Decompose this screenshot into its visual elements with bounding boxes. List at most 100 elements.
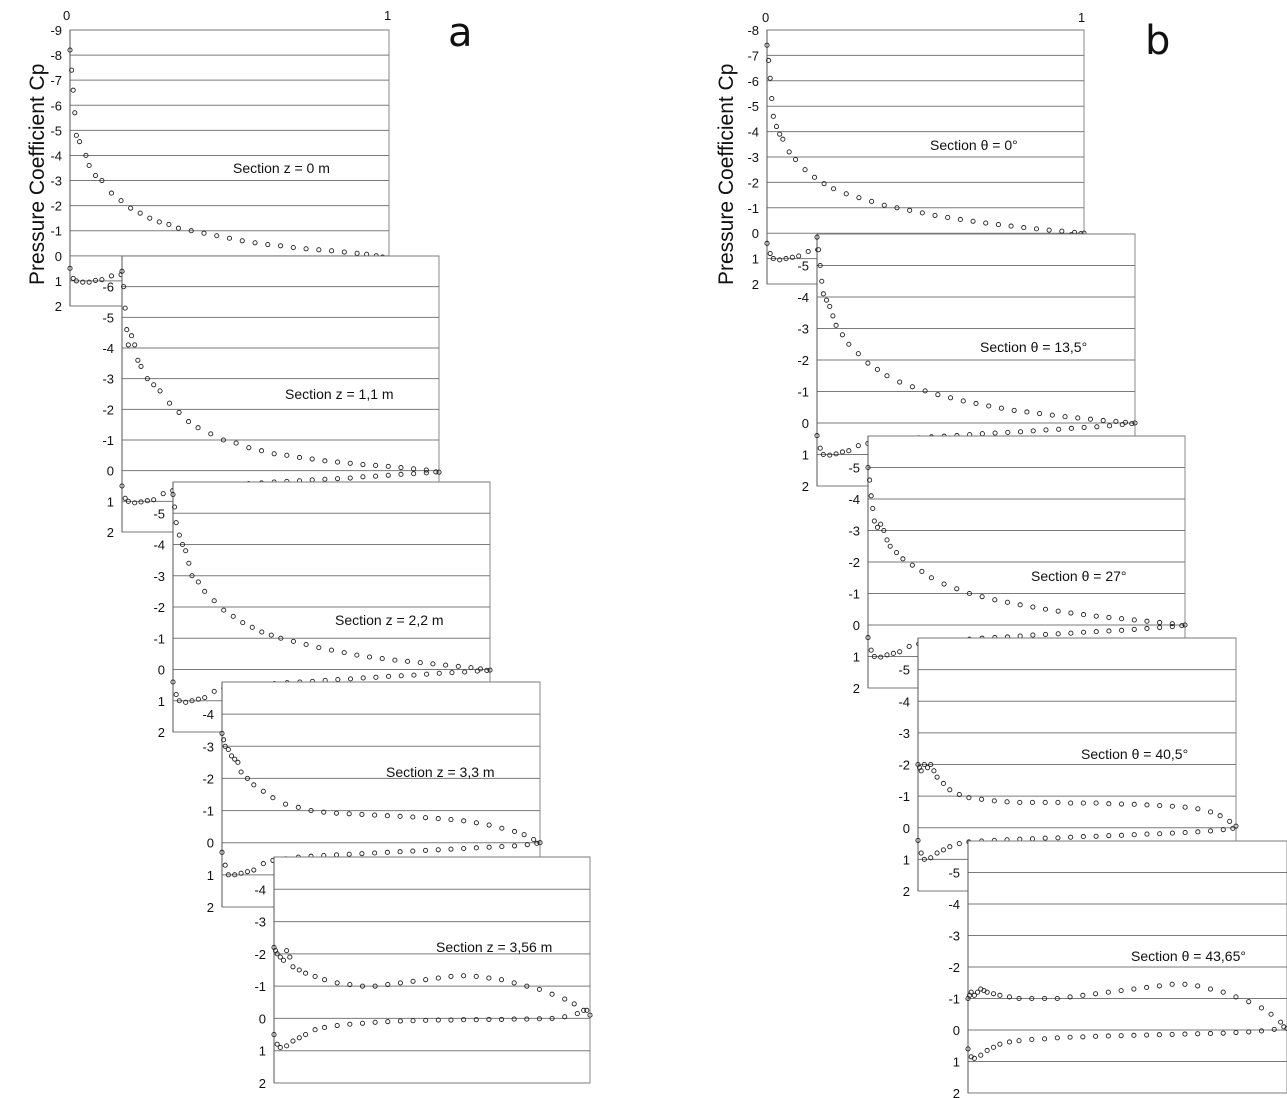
x-tick-a-1: 1 [384,8,391,23]
data-point-suction [948,395,954,401]
data-point-pressure [978,1052,984,1058]
data-point-pressure [448,1017,454,1023]
data-point-suction [246,445,252,451]
data-point-pressure [770,256,776,262]
data-point-pressure [384,849,390,855]
data-point-suction [831,186,837,192]
data-point-suction [303,246,309,252]
data-point-pressure [574,1011,580,1017]
data-point-pressure [1030,632,1036,638]
data-point-suction [86,162,92,169]
data-point-suction [373,462,379,469]
data-point-pressure [277,1044,283,1051]
data-point-suction [1258,1005,1265,1011]
data-point-suction [166,221,172,228]
y-tick-label: 1 [853,650,860,665]
data-point-suction [461,973,467,979]
data-point-suction [270,795,276,801]
data-point-suction [995,222,1001,228]
data-point-pressure [449,670,455,676]
data-point-suction [1046,227,1052,233]
data-point-suction [175,225,182,231]
data-point-pressure [372,1019,378,1025]
data-point-pressure [1246,1029,1252,1035]
data-point-pressure [562,1014,568,1020]
data-point-pressure [411,672,417,678]
data-point-suction [893,550,900,556]
data-point-pressure [312,1027,318,1033]
data-point-suction [1156,983,1162,989]
y-tick-label: -3 [202,739,214,754]
data-point-suction [816,247,822,253]
data-point-suction [970,218,976,224]
y-tick-label: 2 [158,725,165,740]
data-point-suction [780,136,786,142]
data-point-pressure [1220,1030,1226,1036]
y-tick-label: 1 [903,852,910,867]
data-point-suction [385,981,391,988]
data-point-suction [67,47,73,53]
data-point-pressure [1119,627,1125,633]
data-point-suction [966,795,972,801]
data-point-suction [819,278,825,284]
y-tick-label: -4 [898,694,910,709]
data-point-pressure [1005,429,1011,436]
data-point-suction [511,980,517,986]
data-point-pressure [347,676,354,682]
data-point-suction [1029,799,1036,806]
data-point-suction [1131,801,1137,807]
data-point-pressure [359,1020,366,1026]
data-point-pressure [296,1035,302,1041]
data-point-pressure [119,483,125,489]
data-point-pressure [1068,425,1074,431]
y-tick-label: -7 [50,73,62,88]
data-point-suction [1081,612,1087,618]
y-tick-label: -7 [747,48,759,63]
data-point-suction [1144,618,1150,624]
data-point-suction [1055,799,1061,806]
data-point-suction [814,234,820,240]
data-point-pressure [232,872,238,878]
data-point-suction [219,730,225,736]
data-point-pressure [360,675,366,681]
data-point-suction [69,67,75,73]
y-tick-label: -1 [202,804,214,819]
data-point-suction [1042,799,1048,806]
y-tick-label: -6 [50,98,62,113]
data-point-suction [855,351,861,357]
data-point-suction [928,761,934,768]
y-tick-label: -4 [848,492,860,507]
data-point-pressure [820,451,826,458]
y-tick-label: -5 [747,99,759,114]
section-label: Section z = 0 m [233,160,330,176]
data-point-pressure [1068,834,1074,840]
data-point-pressure [1081,629,1087,635]
data-point-suction [366,654,373,660]
data-point-suction [92,172,99,179]
data-point-pressure [122,495,128,501]
data-point-pressure [251,867,257,873]
data-point-pressure [1233,1029,1239,1036]
y-tick-label: -5 [50,123,62,138]
data-point-suction [347,981,353,988]
data-point-suction [436,469,442,475]
data-point-suction [812,174,818,180]
data-point-pressure [871,653,877,660]
data-point-pressure [461,845,467,852]
data-point-suction [214,233,220,239]
data-point-pressure [1006,1039,1013,1045]
data-point-suction [379,656,385,662]
data-point-suction [1144,802,1150,808]
data-point-suction [435,816,441,822]
data-point-suction [1033,226,1039,232]
data-point-pressure [1182,829,1188,836]
data-point-suction [238,769,244,775]
data-point-suction [202,588,208,594]
data-point-suction [786,149,792,155]
data-point-pressure [322,476,328,482]
data-point-suction [562,996,568,1002]
data-point-suction [341,650,347,656]
y-tick-label: 2 [55,299,62,314]
data-point-suction [1030,604,1036,610]
